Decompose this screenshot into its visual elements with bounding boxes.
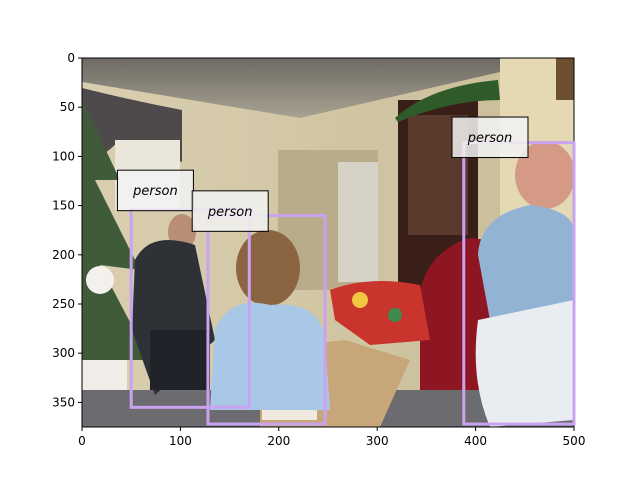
detection-label: person [207,205,253,220]
x-tick-label: 500 [563,434,586,448]
y-tick-label: 200 [52,248,75,262]
x-tick-label: 200 [267,434,290,448]
y-tick-label: 100 [52,149,75,163]
detection-label-bg [451,116,529,159]
y-tick-label: 350 [52,395,75,409]
y-tick-label: 50 [60,100,75,114]
x-tick-label: 400 [464,434,487,448]
y-tick-label: 150 [52,199,75,213]
x-tick-label: 0 [78,434,86,448]
detection-label: person [132,184,178,199]
y-axis: 0 50 100 150 200 250 300 350 [52,51,82,409]
x-axis: 0 100 200 300 400 500 [78,427,585,448]
y-tick-label: 250 [52,297,75,311]
x-tick-label: 100 [169,434,192,448]
y-tick-label: 300 [52,346,75,360]
detection-label-bg [116,169,194,212]
detection-label-bg [191,190,269,232]
y-tick-label: 0 [67,51,75,65]
x-tick-label: 300 [366,434,389,448]
photo [82,58,574,427]
detections-layer: person person person [116,116,576,426]
detection-label: person [467,131,513,146]
